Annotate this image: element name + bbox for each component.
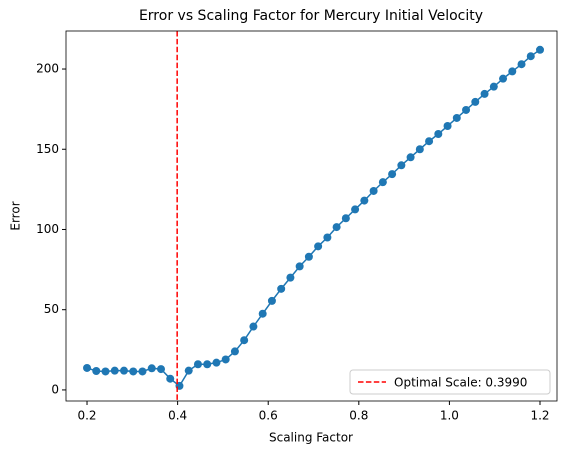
data-point [388,170,397,179]
data-point [462,105,471,114]
data-point [230,347,239,356]
chart-title: Error vs Scaling Factor for Mercury Init… [139,8,483,24]
x-tick-label: 0.8 [349,409,368,423]
data-point [434,130,443,139]
data-point [406,153,415,162]
data-point [536,45,545,54]
x-tick-label: 0.2 [77,409,96,423]
data-point [489,82,498,91]
data-point [101,367,110,376]
data-point [341,214,350,223]
data-point [295,262,304,271]
data-point [212,358,221,367]
data-point [397,161,406,170]
data-point [203,360,212,369]
data-point [425,137,434,146]
legend-box [349,369,551,395]
data-point [129,367,138,376]
data-point [138,367,147,376]
y-tick-label: 150 [36,142,59,156]
plot-frame [65,30,558,402]
data-point [267,296,276,305]
y-tick-label: 0 [51,382,59,396]
data-point [314,242,323,251]
data-point [443,121,452,130]
data-point [415,145,424,154]
y-tick-label: 100 [36,222,59,236]
data-point [156,365,165,374]
data-point [193,360,202,369]
data-point [508,67,517,76]
data-point [452,113,461,122]
data-point [83,363,92,372]
data-point [147,364,156,373]
legend-label: Optimal Scale: 0.3990 [394,376,527,390]
y-tick-label: 50 [44,302,59,316]
data-point [369,186,378,195]
data-point [184,366,193,375]
data-point [221,355,230,364]
data-point [517,60,526,69]
data-point [110,366,119,375]
y-tick-label: 200 [36,62,59,76]
data-point [526,52,535,61]
data-point [277,284,286,293]
data-point [166,374,175,383]
data-point [471,97,480,106]
x-tick-label: 1.2 [530,409,549,423]
data-point [258,309,267,318]
data-point [351,205,360,214]
data-point [332,223,341,232]
data-point [323,233,332,242]
data-point [378,178,387,187]
data-point [499,74,508,83]
data-point [304,252,313,261]
x-tick-label: 0.6 [259,409,278,423]
data-point [249,322,258,331]
data-point [286,273,295,282]
data-point [360,196,369,205]
x-axis-label: Scaling Factor [269,431,353,445]
data-point [119,366,128,375]
y-axis-label: Error [9,201,23,230]
data-point [92,366,101,375]
x-tick-label: 1.0 [440,409,459,423]
x-tick-label: 0.4 [168,409,187,423]
data-point [480,89,489,98]
data-point [240,336,249,345]
